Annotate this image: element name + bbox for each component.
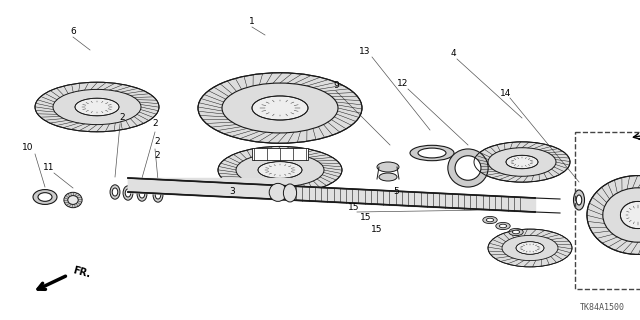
Text: TK84A1500: TK84A1500 [580,303,625,312]
Text: 15: 15 [348,203,360,212]
Ellipse shape [75,98,119,116]
Ellipse shape [153,188,163,202]
Text: 10: 10 [22,143,34,153]
Ellipse shape [112,188,118,196]
Ellipse shape [499,224,507,228]
Text: 6: 6 [70,28,76,36]
Ellipse shape [156,191,161,199]
Ellipse shape [509,228,524,236]
Ellipse shape [137,187,147,201]
Ellipse shape [64,192,82,208]
Ellipse shape [123,186,133,200]
Ellipse shape [483,216,497,224]
Ellipse shape [35,82,159,132]
Ellipse shape [513,230,520,234]
Ellipse shape [252,96,308,120]
Text: 14: 14 [500,89,512,98]
Ellipse shape [33,189,57,204]
Ellipse shape [620,201,640,228]
Text: 2: 2 [152,119,158,129]
Text: 4: 4 [450,49,456,58]
Text: 3: 3 [229,188,235,196]
Text: 15: 15 [371,226,383,235]
Ellipse shape [448,149,488,187]
Ellipse shape [38,193,52,201]
Ellipse shape [110,185,120,199]
Ellipse shape [506,155,538,169]
Text: 2: 2 [154,150,160,159]
Text: 2: 2 [119,113,125,122]
Text: 1: 1 [249,18,255,27]
FancyBboxPatch shape [252,148,308,160]
Ellipse shape [218,147,342,194]
Text: 5: 5 [393,188,399,196]
Ellipse shape [198,73,362,143]
Ellipse shape [488,229,572,267]
Ellipse shape [379,173,397,181]
Text: 9: 9 [333,81,339,90]
Ellipse shape [496,222,510,230]
Ellipse shape [125,189,131,197]
Ellipse shape [486,218,493,222]
Text: 2: 2 [154,137,160,146]
Ellipse shape [284,184,296,202]
Ellipse shape [418,148,446,158]
Ellipse shape [587,176,640,254]
Text: 11: 11 [44,163,55,172]
Ellipse shape [474,142,570,182]
Text: 13: 13 [359,47,371,57]
Ellipse shape [573,190,584,210]
Ellipse shape [140,190,145,198]
Ellipse shape [410,145,454,161]
Text: 12: 12 [397,79,409,89]
Ellipse shape [68,196,78,204]
Ellipse shape [377,162,399,172]
Ellipse shape [269,183,287,201]
Text: FR.: FR. [72,265,92,279]
Text: 15: 15 [360,213,372,222]
Ellipse shape [516,242,544,254]
Ellipse shape [258,162,302,178]
Ellipse shape [455,156,481,180]
Ellipse shape [576,195,582,205]
